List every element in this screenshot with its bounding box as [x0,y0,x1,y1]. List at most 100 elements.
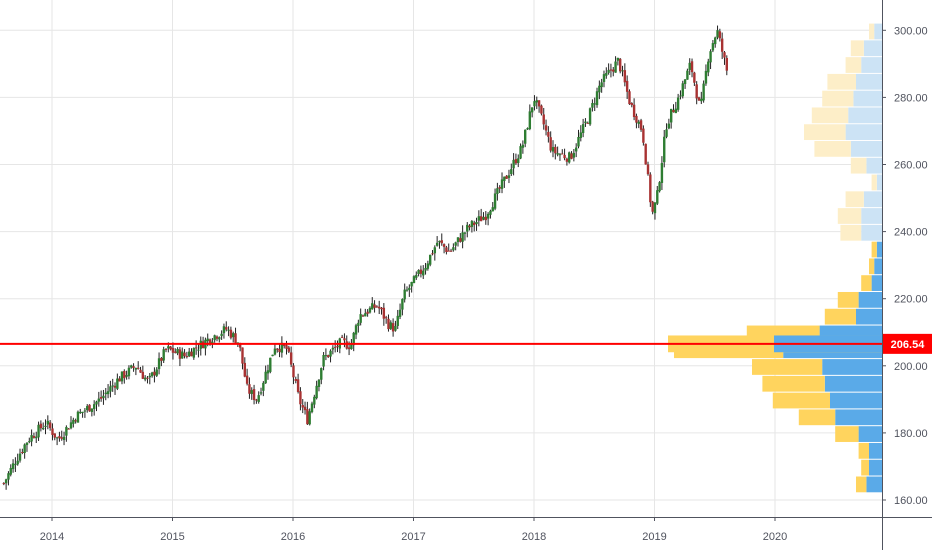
candle-up [72,419,75,424]
candlestick-series [2,25,728,490]
candle-down [366,311,369,314]
candle-up [28,441,31,443]
candle-up [357,322,360,326]
volume-profile-down-bar [856,308,882,325]
volume-profile [668,23,882,493]
candle-up [55,437,59,439]
candle-down [299,391,302,405]
candle-up [162,349,165,361]
candle-down [141,371,145,379]
candle-down [387,318,390,330]
candle-up [44,425,47,428]
candle-down [164,349,168,351]
volume-profile-down-bar [858,291,882,308]
candle-up [14,464,17,466]
candle-up [667,123,671,129]
candle-down [287,347,291,352]
volume-profile-up-bar [804,124,846,141]
candle-down [183,352,186,357]
candle-down [380,307,383,310]
candle-down [174,351,177,353]
candle-down [625,80,629,92]
candle-up [167,346,170,349]
candle-down [375,306,379,308]
y-tick-label: 180.00 [894,428,928,440]
volume-profile-down-bar [863,191,882,208]
volume-profile-up-bar [869,23,875,40]
volume-profile-down-bar [871,275,882,291]
volume-profile-down-bar [876,241,882,258]
candle-up [192,347,196,358]
candle-up [181,351,184,359]
candle-up [463,232,467,234]
candle-up [577,137,580,147]
candle-up [528,111,532,130]
volume-profile-up-bar [822,90,854,107]
candle-up [313,396,316,405]
candle-up [273,348,277,355]
candle-down [343,338,346,341]
candle-down [123,371,126,379]
volume-profile-down-bar [824,375,882,392]
y-tick-label: 300.00 [894,25,928,37]
candle-up [308,411,311,425]
candle-up [658,182,661,192]
volume-profile-down-bar [858,426,882,442]
current-price-label: 206.54 [891,339,926,351]
candle-up [433,247,437,254]
volume-profile-up-bar [861,275,872,291]
y-tick-label: 200.00 [894,361,928,373]
candle-up [35,436,38,439]
candle-up [405,289,409,291]
candle-down [292,365,295,378]
candle-up [593,103,596,105]
candle-up [507,175,511,178]
candle-down [544,125,548,131]
candle-up [711,43,715,51]
candle-down [229,329,233,338]
candle-up [653,202,657,214]
candle-up [264,371,267,384]
candle-up [621,70,624,72]
candle-down [53,433,56,438]
candle-up [92,404,96,409]
candle-down [612,69,615,72]
candle-down [336,345,339,347]
candle-down [651,201,654,212]
candle-down [639,120,643,130]
candle-down [289,352,293,365]
volume-profile-down-bar [876,174,882,191]
candle-down [609,69,613,71]
candle-up [65,427,68,436]
candle-up [62,436,66,440]
volume-profile-up-bar [871,241,877,258]
candle-up [222,326,226,334]
candle-up [350,343,353,350]
candle-up [155,369,158,376]
candle-up [674,108,678,114]
candle-up [148,375,151,378]
candle-up [526,128,529,130]
candle-down [153,371,156,376]
candle-up [519,146,522,159]
candle-down [378,306,381,309]
candle-up [683,79,687,85]
candle-up [220,333,223,337]
candle-up [371,303,374,310]
candle-down [208,339,212,344]
candle-down [306,409,309,425]
candle-up [352,332,355,346]
candle-up [396,315,399,326]
candle-up [452,247,455,251]
candle-up [320,368,323,380]
candle-up [86,406,89,411]
candle-up [232,333,235,338]
candle-down [723,52,726,58]
candle-down [169,346,172,350]
candle-up [424,267,427,271]
candle-up [637,121,640,124]
candle-up [310,403,314,413]
candle-up [500,179,504,189]
